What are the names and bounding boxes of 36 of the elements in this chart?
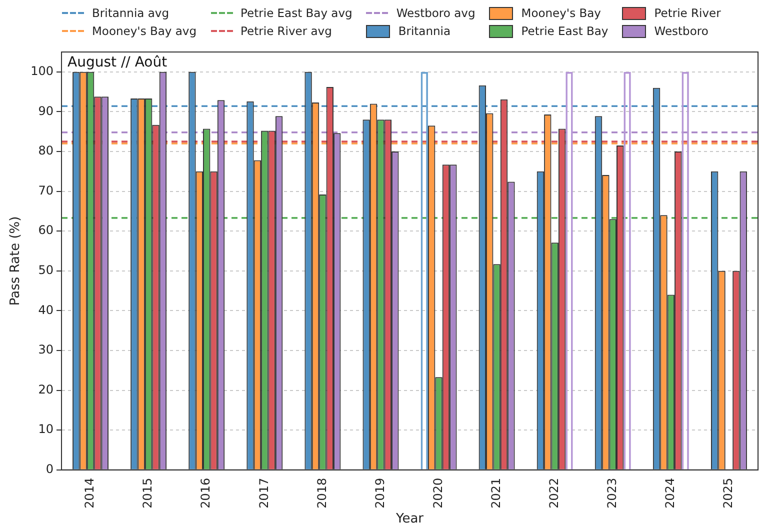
x-tick-label: 2024 xyxy=(663,478,678,508)
x-tick-label: 2015 xyxy=(140,478,155,508)
y-tick-label: 10 xyxy=(38,422,54,436)
x-tick-label: 2014 xyxy=(82,478,97,508)
y-tick-label: 30 xyxy=(38,342,54,357)
legend-label: Britannia avg xyxy=(91,5,170,22)
legend-label: Petrie East Bay avg xyxy=(240,5,352,22)
y-tick-label: 90 xyxy=(38,104,54,118)
y-tick-label: 60 xyxy=(38,223,54,238)
x-tick-label: 2023 xyxy=(605,478,620,508)
x-tick-label: 2018 xyxy=(314,478,329,508)
y-tick-label: 0 xyxy=(46,462,54,476)
x-tick-label: 2021 xyxy=(488,478,503,508)
y-tick-label: 50 xyxy=(38,263,54,278)
legend-label: Mooney's Bay avg xyxy=(91,23,197,40)
y-tick-label: 20 xyxy=(38,382,54,396)
y-tick-label: 100 xyxy=(30,64,54,78)
legend-label: Britannia xyxy=(397,23,452,40)
x-tick-label: 2017 xyxy=(256,478,271,508)
x-tick-label: 2019 xyxy=(372,478,387,508)
legend-label: Petrie River avg xyxy=(240,23,333,40)
y-tick-label: 70 xyxy=(38,183,54,198)
legend-label: Petrie East Bay xyxy=(520,23,608,40)
x-tick-label: 2016 xyxy=(198,478,213,508)
legend-label: Mooney's Bay xyxy=(520,5,602,22)
x-axis-title: Year xyxy=(394,512,424,527)
legend-label: Westboro xyxy=(653,23,710,40)
x-tick-label: 2020 xyxy=(430,478,445,508)
legend-label: Petrie River xyxy=(653,5,721,22)
legend-label: Westboro avg xyxy=(395,5,476,22)
x-tick-label: 2022 xyxy=(546,478,561,508)
x-tick-label: 2025 xyxy=(721,478,736,508)
chart-title: August // Août xyxy=(68,54,168,71)
y-axis-title: Pass Rate (%) xyxy=(8,216,24,306)
y-tick-label: 80 xyxy=(38,144,54,158)
y-tick-label: 40 xyxy=(38,302,54,317)
